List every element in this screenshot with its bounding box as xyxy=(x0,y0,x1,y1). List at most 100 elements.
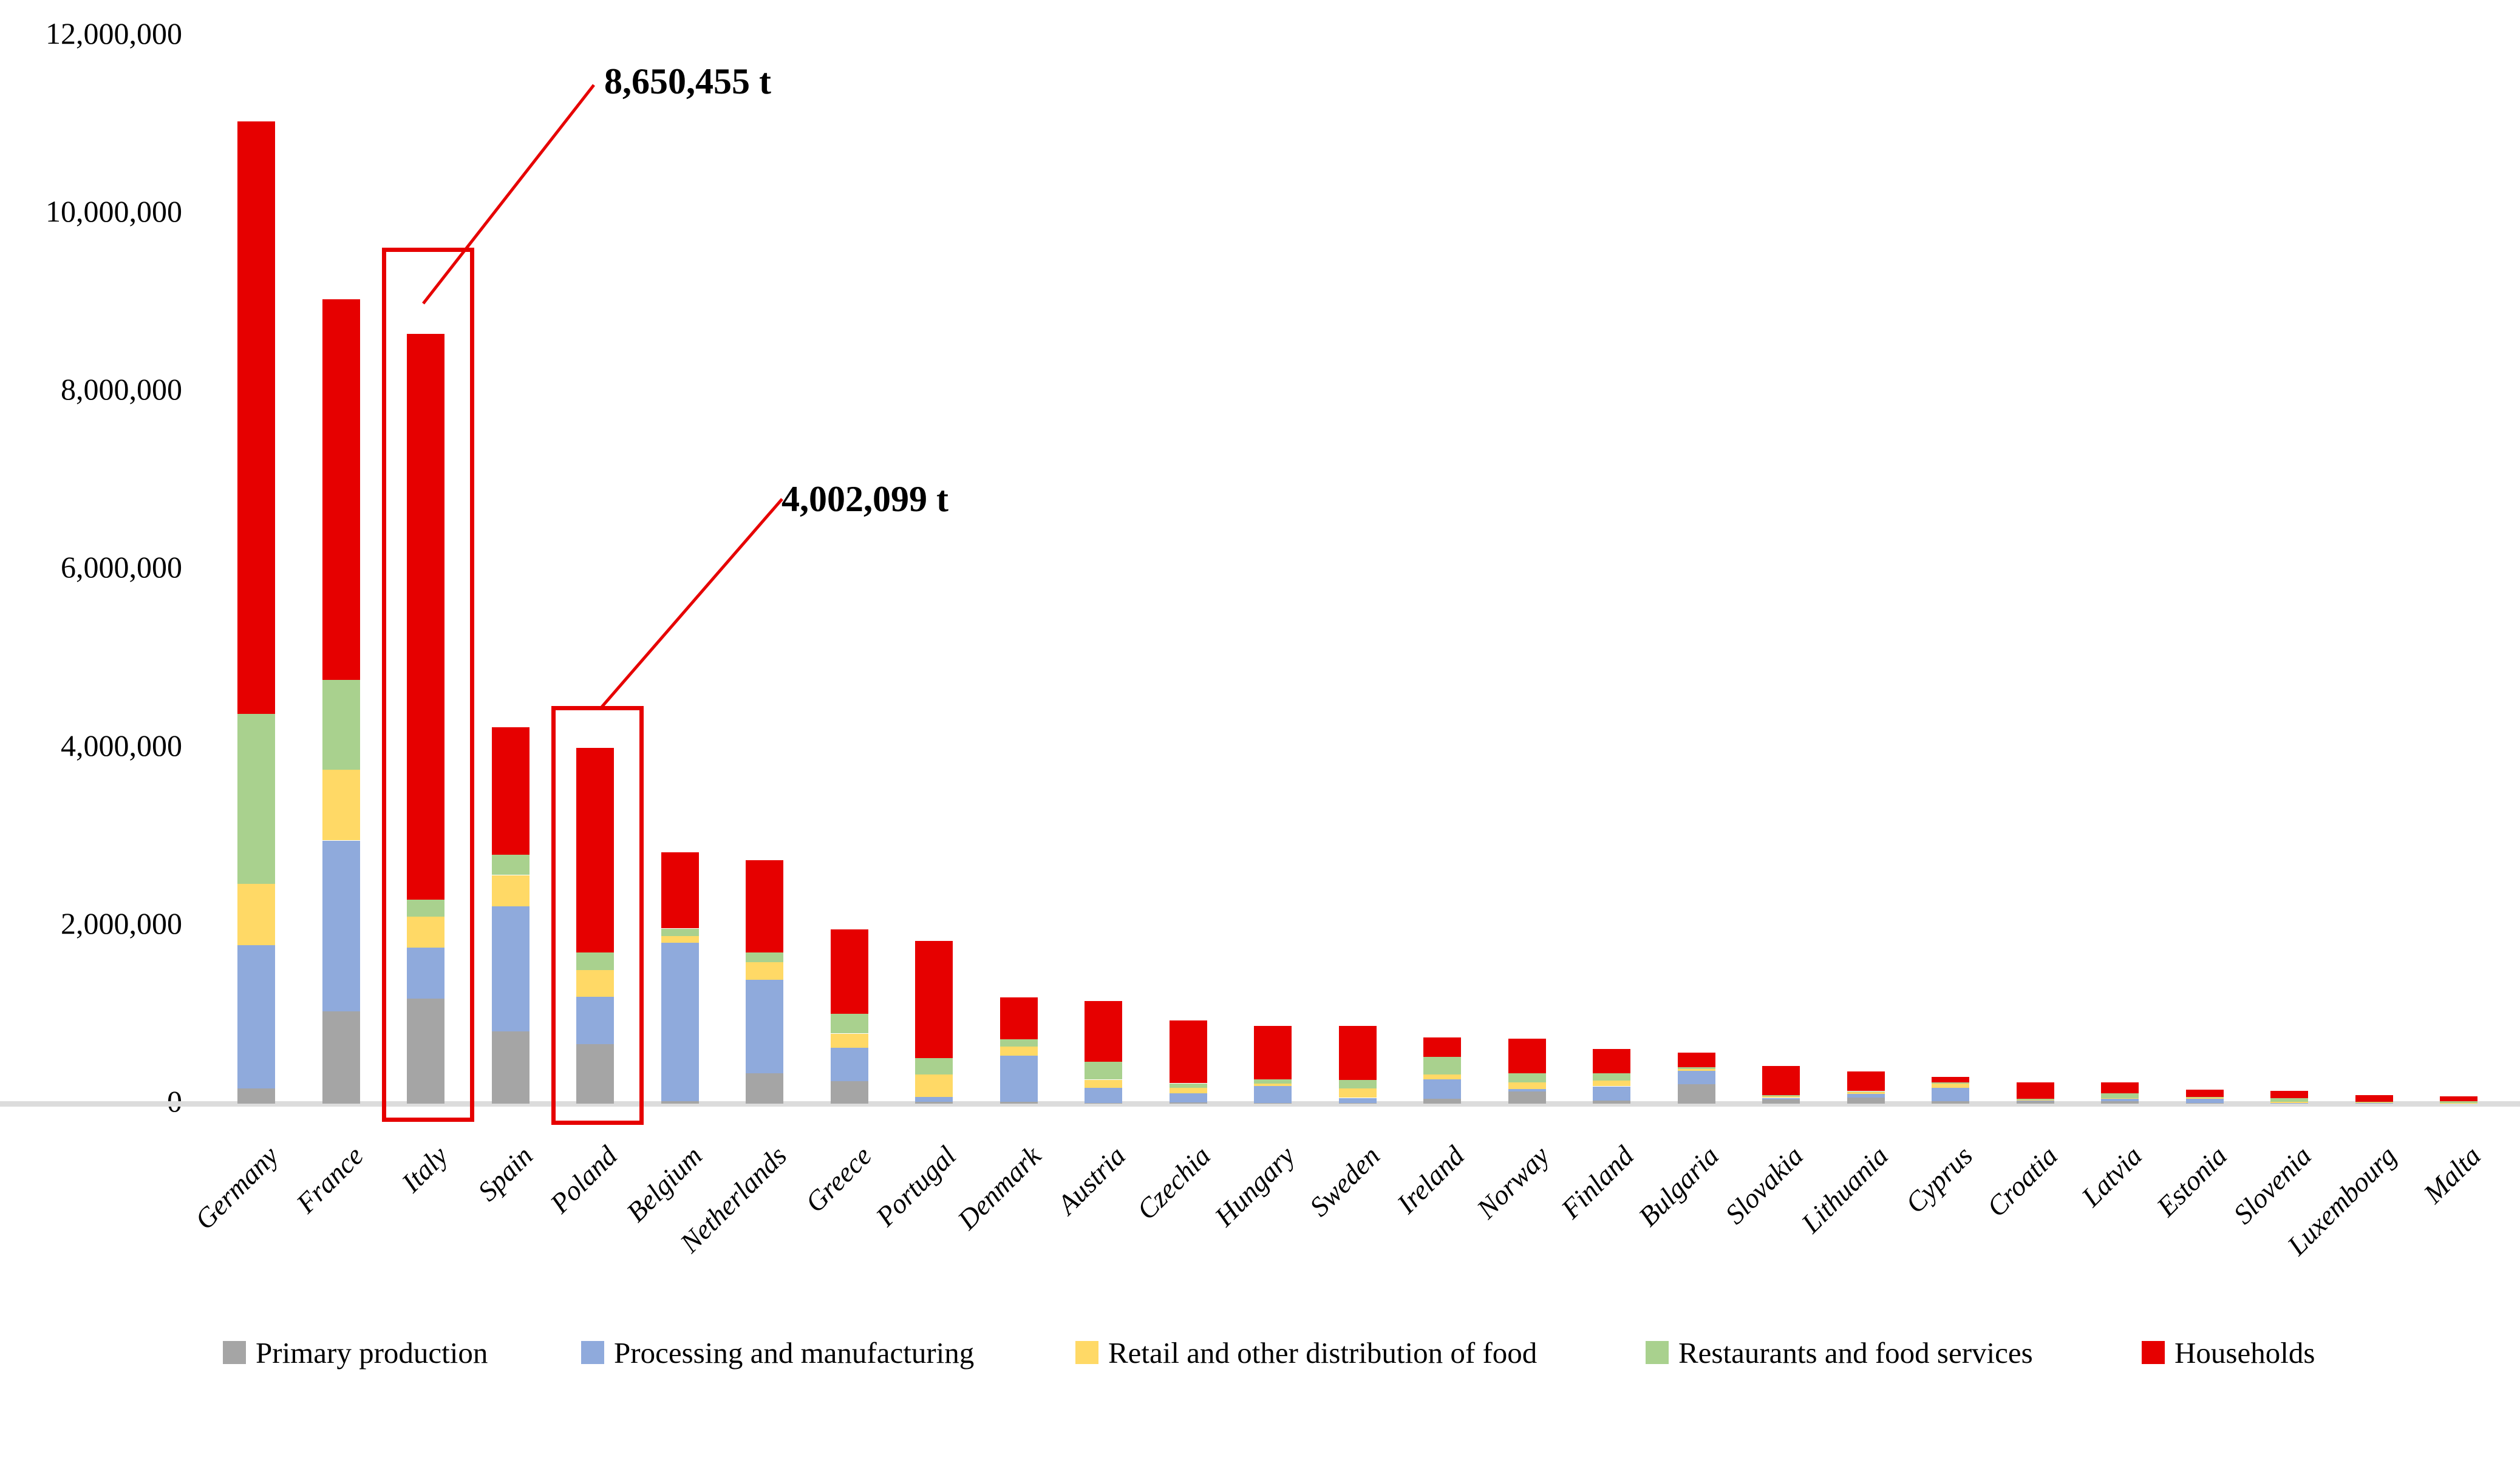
bar-segment-latvia-retail xyxy=(2101,1098,2139,1099)
legend-label-primary: Primary production xyxy=(256,1336,488,1370)
bar-segment-malta-households xyxy=(2440,1096,2477,1101)
annotation-poland-total: 4,002,099 t xyxy=(782,479,948,519)
bar-segment-malta-retail xyxy=(2440,1103,2477,1104)
bar-segment-cyprus-retail xyxy=(1932,1084,1969,1088)
bar-segment-slovenia-restaurants xyxy=(2270,1098,2308,1102)
bar-segment-germany-processing xyxy=(237,945,275,1088)
bar-segment-slovenia-households xyxy=(2270,1091,2308,1098)
bar-segment-bulgaria-retail xyxy=(1678,1068,1715,1071)
bar-segment-austria-restaurants xyxy=(1085,1062,1122,1079)
bar-segment-hungary-primary xyxy=(1254,1103,1292,1104)
legend-swatch-primary xyxy=(223,1341,246,1364)
bar-segment-austria-primary xyxy=(1085,1103,1122,1104)
bar-segment-denmark-restaurants xyxy=(1000,1039,1038,1047)
bar-segment-croatia-restaurants xyxy=(2017,1099,2054,1100)
bar-segment-cyprus-processing xyxy=(1932,1088,1969,1101)
bar-segment-ireland-retail xyxy=(1423,1074,1461,1079)
bar-segment-bulgaria-restaurants xyxy=(1678,1067,1715,1069)
bar-segment-estonia-processing xyxy=(2186,1099,2224,1103)
bar-segment-latvia-restaurants xyxy=(2101,1093,2139,1098)
bar-segment-portugal-households xyxy=(915,941,953,1058)
legend-label-households: Households xyxy=(2174,1336,2315,1370)
bar-segment-slovakia-retail xyxy=(1762,1096,1800,1098)
annotation-italy-total: 8,650,455 t xyxy=(604,61,771,101)
bar-segment-belgium-retail xyxy=(661,935,699,943)
bar-segment-bulgaria-households xyxy=(1678,1053,1715,1067)
bar-segment-finland-primary xyxy=(1593,1101,1630,1104)
bar-segment-slovenia-processing xyxy=(2270,1103,2308,1104)
x-axis-line xyxy=(0,1101,2520,1107)
legend-label-processing: Processing and manufacturing xyxy=(614,1336,975,1370)
bar-segment-sweden-primary xyxy=(1339,1103,1377,1104)
bar-segment-belgium-households xyxy=(661,852,699,928)
bar-segment-bulgaria-processing xyxy=(1678,1071,1715,1084)
bar-segment-hungary-retail xyxy=(1254,1083,1292,1086)
bar-segment-denmark-retail xyxy=(1000,1047,1038,1056)
bar-segment-belgium-restaurants xyxy=(661,929,699,936)
y-axis-tick-label: 8,000,000 xyxy=(61,372,182,407)
legend-swatch-restaurants xyxy=(1646,1341,1669,1364)
legend-swatch-retail xyxy=(1075,1341,1098,1364)
bar-segment-spain-households xyxy=(492,727,530,855)
bar-segment-austria-households xyxy=(1085,1001,1122,1062)
bar-segment-belgium-processing xyxy=(661,943,699,1101)
bar-segment-denmark-primary xyxy=(1000,1102,1038,1104)
bar-segment-greece-restaurants xyxy=(831,1014,868,1033)
bar-segment-bulgaria-primary xyxy=(1678,1084,1715,1104)
bar-segment-cyprus-restaurants xyxy=(1932,1082,1969,1084)
bar-segment-spain-primary xyxy=(492,1031,530,1104)
bar-segment-cyprus-primary xyxy=(1932,1101,1969,1104)
bar-segment-italy-processing xyxy=(407,948,444,999)
bar-segment-belgium-primary xyxy=(661,1101,699,1104)
bar-segment-spain-restaurants xyxy=(492,854,530,875)
bar-segment-germany-restaurants xyxy=(237,714,275,884)
bar-segment-finland-households xyxy=(1593,1049,1630,1073)
stacked-bar-chart: 12,000,000 10,000,000 8,000,000 6,000,000 4,… xyxy=(0,16,2520,1370)
bar-segment-denmark-households xyxy=(1000,997,1038,1039)
bar-segment-hungary-processing xyxy=(1254,1086,1292,1103)
annotation-leader-lines xyxy=(422,84,783,710)
bar-segment-croatia-households xyxy=(2017,1082,2054,1099)
bar-segment-luxembourg-households xyxy=(2355,1095,2393,1102)
bar-segment-portugal-processing xyxy=(915,1097,953,1102)
leader-line-poland xyxy=(599,498,783,710)
bar-segment-italy-households xyxy=(407,334,444,900)
bar-segment-estonia-primary xyxy=(2186,1103,2224,1104)
bar-segment-france-households xyxy=(322,299,360,680)
leader-line-italy xyxy=(422,84,595,305)
bar-segment-croatia-primary xyxy=(2017,1101,2054,1104)
bar-segment-austria-processing xyxy=(1085,1088,1122,1103)
bar-segment-greece-primary xyxy=(831,1081,868,1104)
y-axis-tick-label: 2,000,000 xyxy=(61,906,182,940)
bar-segment-finland-restaurants xyxy=(1593,1073,1630,1081)
bar-segment-lithuania-retail xyxy=(1847,1092,1885,1094)
y-axis-tick-label: 10,000,000 xyxy=(46,194,182,228)
bar-segment-lithuania-households xyxy=(1847,1071,1885,1091)
bar-segment-poland-primary xyxy=(576,1044,614,1104)
bar-segment-germany-primary xyxy=(237,1088,275,1104)
bar-segment-poland-restaurants xyxy=(576,952,614,970)
bar-segment-czechia-retail xyxy=(1170,1087,1207,1093)
bar-segment-greece-retail xyxy=(831,1034,868,1048)
bar-segment-latvia-primary xyxy=(2101,1101,2139,1104)
bar-segment-portugal-retail xyxy=(915,1074,953,1097)
bar-segment-ireland-restaurants xyxy=(1423,1057,1461,1074)
legend-swatch-households xyxy=(2142,1341,2165,1364)
bar-segment-poland-households xyxy=(576,748,614,952)
bar-segment-portugal-primary xyxy=(915,1102,953,1104)
bar-segment-netherlands-households xyxy=(746,860,783,952)
bar-segment-poland-retail xyxy=(576,970,614,997)
bar-segment-greece-processing xyxy=(831,1047,868,1081)
bar-segment-sweden-households xyxy=(1339,1026,1377,1080)
legend-swatch-processing xyxy=(581,1341,604,1364)
bar-segment-lithuania-primary xyxy=(1847,1098,1885,1104)
bar-segment-germany-retail xyxy=(237,884,275,945)
bar-segment-croatia-retail xyxy=(2017,1100,2054,1101)
bar-segment-finland-processing xyxy=(1593,1087,1630,1101)
bar-segment-ireland-primary xyxy=(1423,1099,1461,1104)
bar-segment-ireland-households xyxy=(1423,1037,1461,1057)
bar-segment-sweden-processing xyxy=(1339,1098,1377,1103)
bar-segment-estonia-retail xyxy=(2186,1098,2224,1099)
bar-segment-france-retail xyxy=(322,770,360,840)
bar-segment-ireland-processing xyxy=(1423,1079,1461,1099)
